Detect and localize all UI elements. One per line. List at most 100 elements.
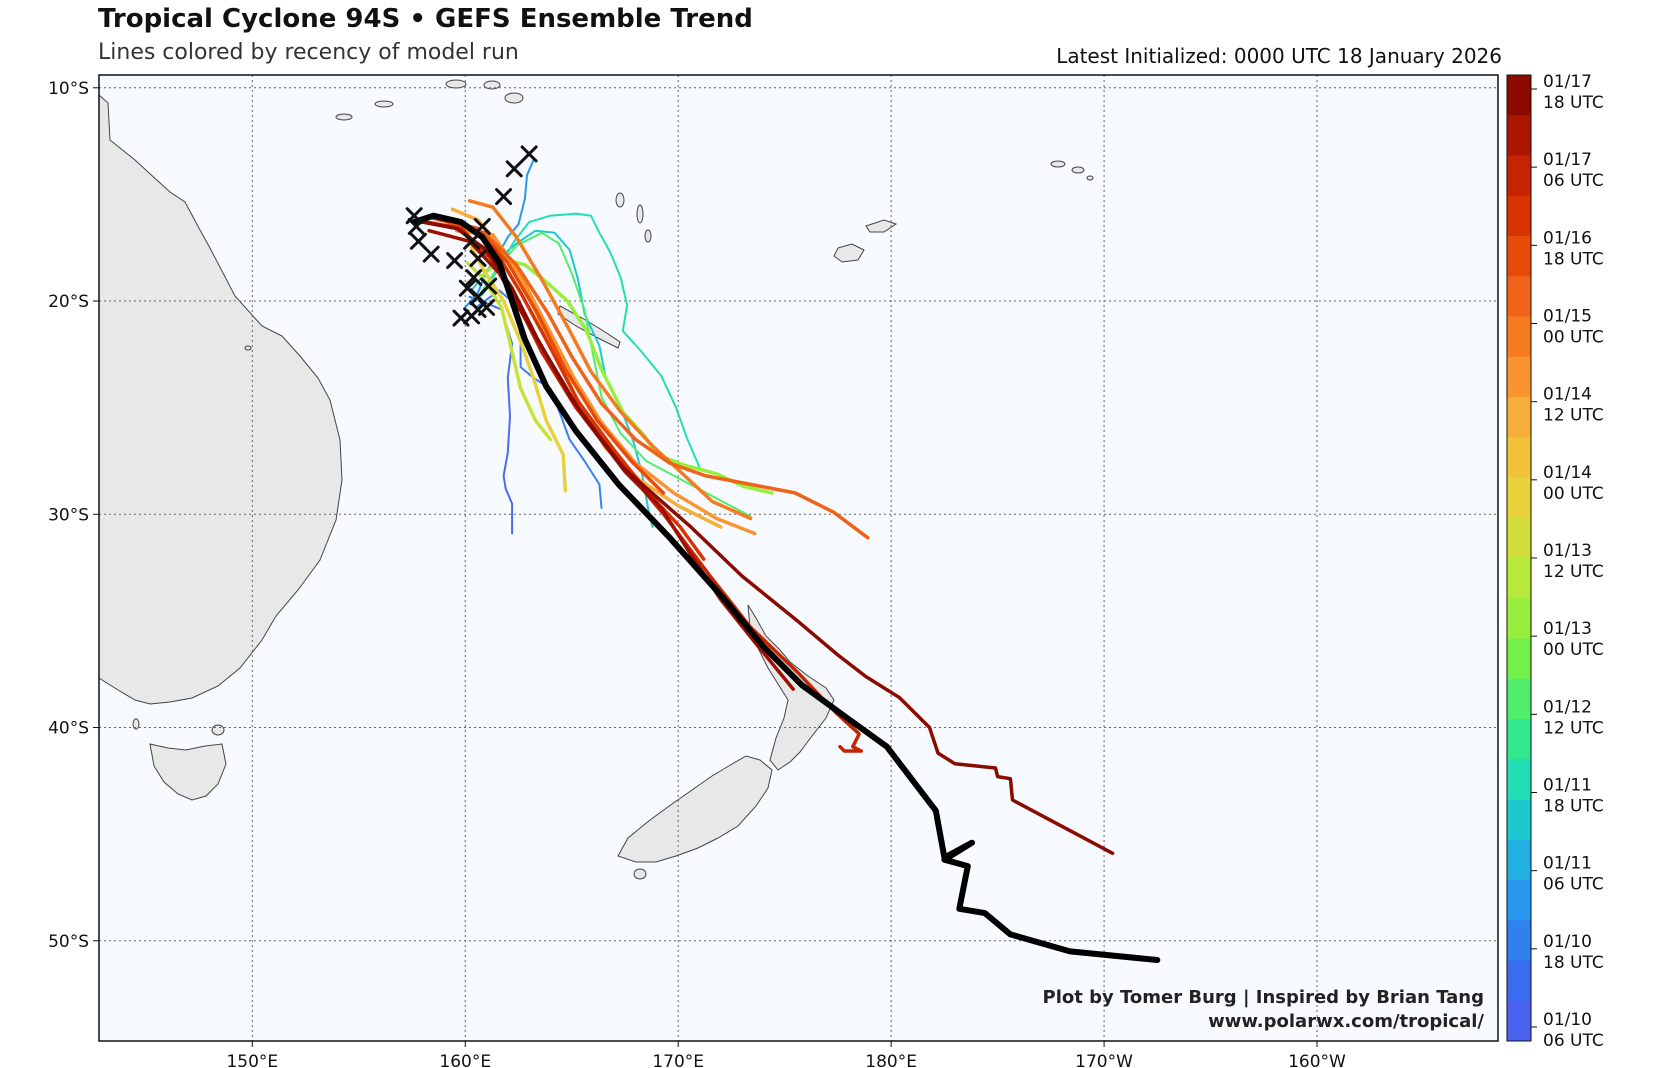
genesis-x-marker	[469, 249, 487, 267]
lon-tick-label: 160°E	[439, 1052, 491, 1068]
colorbar-segment	[1507, 558, 1531, 599]
track-line	[467, 199, 753, 521]
colorbar-label-date: 01/16	[1543, 228, 1592, 248]
credit-line-1: Plot by Tomer Burg | Inspired by Brian T…	[1042, 987, 1484, 1008]
colorbar-segment	[1507, 477, 1531, 519]
genesis-x-marker	[520, 145, 538, 163]
colorbar-segment	[1507, 799, 1531, 841]
small-islands	[132, 79, 1094, 880]
genesis-x-marker	[446, 252, 464, 270]
track-line	[469, 245, 568, 493]
lat-tick-label: 50°S	[48, 932, 89, 952]
colorbar-label-time: 06 UTC	[1543, 875, 1604, 895]
lon-tick-label: 170°W	[1075, 1052, 1133, 1068]
genesis-x-marker	[505, 160, 523, 178]
lon-tick-label: 180°E	[865, 1052, 917, 1068]
colorbar-label-time: 12 UTC	[1543, 562, 1604, 582]
genesis-x-marker	[463, 232, 481, 250]
colorbar-label-date: 01/11	[1543, 854, 1592, 874]
chart-title: Tropical Cyclone 94S • GEFS Ensemble Tre…	[98, 4, 753, 34]
colorbar-segment	[1507, 839, 1531, 881]
genesis-x-marker	[422, 245, 440, 263]
lat-tick-label: 40°S	[48, 719, 89, 739]
colorbar-segment	[1507, 155, 1531, 197]
lon-tick-label: 150°E	[226, 1052, 278, 1068]
ensemble-tracks	[411, 159, 1161, 963]
genesis-x-marker	[473, 217, 491, 235]
lat-tick-label: 20°S	[48, 292, 89, 312]
colorbar-segment	[1507, 397, 1531, 438]
credit-line-2: www.polarwx.com/tropical/	[1208, 1011, 1484, 1032]
colorbar-segment	[1507, 276, 1531, 317]
australia-land	[99, 94, 343, 705]
colorbar-label-date: 01/14	[1543, 385, 1592, 405]
genesis-x-marker	[480, 277, 498, 295]
genesis-x-marker	[465, 269, 483, 287]
colorbar-segment	[1507, 880, 1531, 921]
genesis-markers	[405, 145, 538, 327]
colorbar-segment	[1507, 517, 1531, 559]
colorbar-segment	[1507, 759, 1531, 800]
axis-tick-labels: 10°S 20°S 30°S 40°S 50°S 150°E 160°E 170°E 180°E…	[48, 79, 1346, 1068]
track-line	[480, 256, 774, 495]
colorbar-segment	[1507, 920, 1531, 961]
colorbar-label-time: 18 UTC	[1543, 249, 1604, 269]
colorbar-segment	[1507, 598, 1531, 639]
chart-subtitle: Lines colored by recency of model run	[98, 40, 519, 65]
initialized-label: Latest Initialized: 0000 UTC 18 January …	[1056, 44, 1502, 68]
colorbar-segment	[1507, 638, 1531, 680]
track-line	[411, 212, 1161, 963]
tasmania-land	[149, 743, 227, 801]
colorbar-label-date: 01/12	[1543, 697, 1592, 717]
colorbar-label-time: 00 UTC	[1543, 640, 1604, 660]
genesis-x-marker	[495, 188, 513, 206]
colorbar-label-time: 12 UTC	[1543, 406, 1604, 426]
lat-tick-label: 30°S	[48, 505, 89, 525]
colorbar-label-time: 06 UTC	[1543, 171, 1604, 191]
colorbar-label-time: 18 UTC	[1543, 93, 1604, 113]
colorbar-label-time: 06 UTC	[1543, 1031, 1604, 1051]
lon-tick-label: 160°W	[1288, 1052, 1346, 1068]
colorbar-segment	[1507, 356, 1531, 398]
lat-tick-label: 10°S	[48, 79, 89, 99]
genesis-x-marker	[407, 217, 425, 235]
colorbar-label-time: 18 UTC	[1543, 797, 1604, 817]
colorbar-label-date: 01/15	[1543, 307, 1592, 327]
colorbar-segment	[1507, 437, 1531, 478]
colorbar-segment	[1507, 678, 1531, 720]
colorbar-label-date: 01/17	[1543, 72, 1592, 92]
credit-block: Plot by Tomer Burg | Inspired by Brian T…	[1043, 986, 1484, 1034]
colorbar-segment	[1507, 236, 1531, 277]
colorbar-segment	[1507, 960, 1531, 1002]
colorbar-segment	[1507, 719, 1531, 760]
colorbar-label-time: 00 UTC	[1543, 484, 1604, 504]
colorbar-segment	[1507, 75, 1531, 116]
track-line	[446, 222, 870, 540]
colorbar-label-time: 00 UTC	[1543, 328, 1604, 348]
colorbar-label-time: 18 UTC	[1543, 953, 1604, 973]
lon-tick-label: 170°E	[652, 1052, 704, 1068]
colorbar-label-date: 01/11	[1543, 776, 1592, 796]
colorbar-label-date: 01/10	[1543, 932, 1592, 952]
track-line	[468, 295, 514, 535]
new-zealand-south-island	[617, 755, 773, 863]
ocean-background	[99, 75, 1498, 1041]
colorbar-label-time: 12 UTC	[1543, 718, 1604, 738]
colorbar-segment	[1507, 195, 1531, 237]
track-line	[465, 260, 553, 442]
colorbar-segment	[1507, 1000, 1531, 1042]
colorbar-label-date: 01/10	[1543, 1010, 1592, 1030]
colorbar-label-date: 01/17	[1543, 150, 1592, 170]
genesis-x-marker	[463, 307, 481, 325]
colorbar-segment	[1507, 316, 1531, 358]
colorbar-label-date: 01/13	[1543, 619, 1592, 639]
genesis-x-marker	[409, 232, 427, 250]
colorbar-label-date: 01/13	[1543, 541, 1592, 561]
colorbar-segment	[1507, 115, 1531, 156]
track-line	[420, 220, 1115, 856]
fiji-land	[833, 219, 898, 263]
map-frame	[98, 74, 1499, 1042]
track-line	[481, 212, 701, 469]
